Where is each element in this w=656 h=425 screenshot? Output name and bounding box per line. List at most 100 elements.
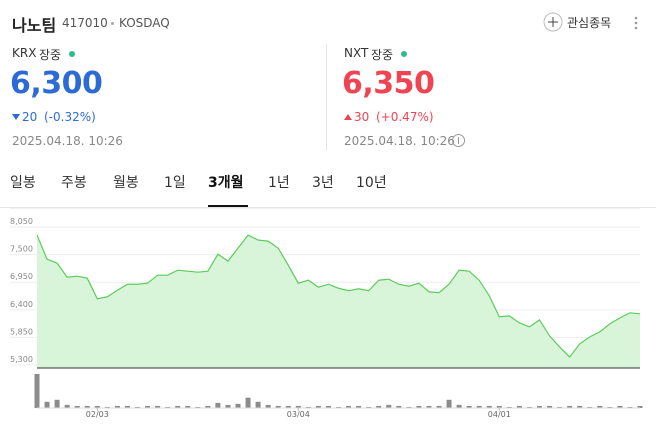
area-fill <box>37 235 640 368</box>
volume-bar <box>537 405 542 408</box>
volume-bar <box>255 401 261 408</box>
volume-bar <box>245 397 251 408</box>
change-percent: (+0.47%) <box>376 110 434 124</box>
period-tab[interactable]: 10년 <box>356 175 387 191</box>
market: KOSDAQ <box>119 16 170 30</box>
status: 장중 <box>371 48 394 62</box>
volume-bar <box>94 405 100 408</box>
price: 6,300 <box>10 66 103 101</box>
stock-code: 417010 <box>62 16 108 30</box>
period-tab[interactable]: 3개월 <box>208 175 244 191</box>
volume-bar <box>396 405 402 408</box>
price: 6,350 <box>342 66 435 101</box>
x-tick-label: 02/03 <box>86 410 109 419</box>
period-tab[interactable]: 월봉 <box>113 175 139 191</box>
volume-bar <box>386 404 392 408</box>
volume-bar <box>436 405 442 408</box>
change-arrow <box>12 114 20 120</box>
volume-bar <box>627 406 633 408</box>
y-tick-label: 7,500 <box>10 245 33 254</box>
volume-bar <box>305 406 311 408</box>
volume-bar <box>265 404 271 408</box>
exchange: NXT <box>344 46 369 60</box>
status: 장중 <box>39 48 62 62</box>
price-line <box>36 234 641 358</box>
volume-bar <box>486 405 492 408</box>
stock-name: 나노팀 <box>12 16 57 35</box>
divider <box>326 44 327 150</box>
plus-icon <box>543 12 563 32</box>
x-tick-label: 03/04 <box>287 410 310 419</box>
volume-bar <box>195 406 201 408</box>
period-tab[interactable]: 주봉 <box>61 175 87 191</box>
volume-bar <box>416 405 422 408</box>
volume-bar <box>587 406 593 408</box>
volume-bar <box>155 405 161 408</box>
volume-bar <box>64 404 70 408</box>
timestamp: 2025.04.18. 10:26 <box>12 134 123 148</box>
volume-bar <box>225 404 231 408</box>
period-tab[interactable]: 3년 <box>312 175 334 191</box>
period-tab[interactable]: 1일 <box>164 175 186 191</box>
volume-bar <box>356 405 362 408</box>
volume-bar <box>597 405 603 408</box>
volume-bar <box>547 405 553 408</box>
info-glyph <box>458 137 459 144</box>
volume-bar <box>366 406 372 408</box>
watch-label: 관심종목 <box>567 15 612 30</box>
volume-bar <box>496 405 502 408</box>
volume-bar <box>165 406 171 408</box>
volume-bar <box>235 403 241 408</box>
volume-bar <box>466 405 472 408</box>
volume-bar <box>336 406 341 408</box>
change: 30 <box>354 110 370 124</box>
info-icon <box>452 134 465 147</box>
volume-bar <box>215 402 221 408</box>
separator-dot <box>111 22 114 25</box>
volume-bar <box>406 406 412 408</box>
volume-bar <box>325 405 331 408</box>
volume-bar <box>185 405 191 408</box>
volume-bar <box>607 406 613 408</box>
volume-bar <box>426 405 432 408</box>
volume-bar <box>526 406 532 408</box>
status-dot <box>69 51 75 57</box>
volume-bar <box>145 405 151 408</box>
volume-bar <box>205 405 211 408</box>
y-tick-label: 6,950 <box>10 272 33 281</box>
period-tab[interactable]: 일봉 <box>10 175 36 191</box>
y-tick-label: 5,300 <box>10 355 33 364</box>
volume-bar <box>54 399 60 408</box>
change-arrow <box>344 114 352 120</box>
volume-bar <box>637 405 643 408</box>
volume-bar <box>124 405 130 408</box>
volume-bar <box>456 404 462 408</box>
volume-bar <box>44 401 50 408</box>
watch-button[interactable]: 관심종목 <box>543 12 611 32</box>
active-underline <box>208 205 248 207</box>
volume-bar <box>114 405 120 408</box>
volume-bar <box>557 406 563 408</box>
y-tick-label: 6,400 <box>10 300 33 309</box>
volume-bar <box>275 405 281 408</box>
more-menu[interactable] <box>633 15 639 31</box>
volume-bar <box>567 405 573 408</box>
volume-bar <box>74 405 80 408</box>
volume-bar <box>34 374 40 408</box>
y-tick-label: 8,050 <box>10 217 33 226</box>
volume-bar <box>577 405 583 408</box>
volume-bar <box>346 405 352 408</box>
volume-bar <box>175 405 181 408</box>
volume-bar <box>446 399 452 408</box>
exchange: KRX <box>12 46 37 60</box>
status-dot <box>401 51 407 57</box>
period-tab[interactable]: 1년 <box>268 175 290 191</box>
timestamp: 2025.04.18. 10:26 <box>344 134 455 148</box>
volume-bar <box>135 406 140 408</box>
volume-bar <box>617 405 623 408</box>
volume-bar <box>476 405 482 408</box>
volume-bar <box>376 405 382 408</box>
change: 20 <box>22 110 38 124</box>
